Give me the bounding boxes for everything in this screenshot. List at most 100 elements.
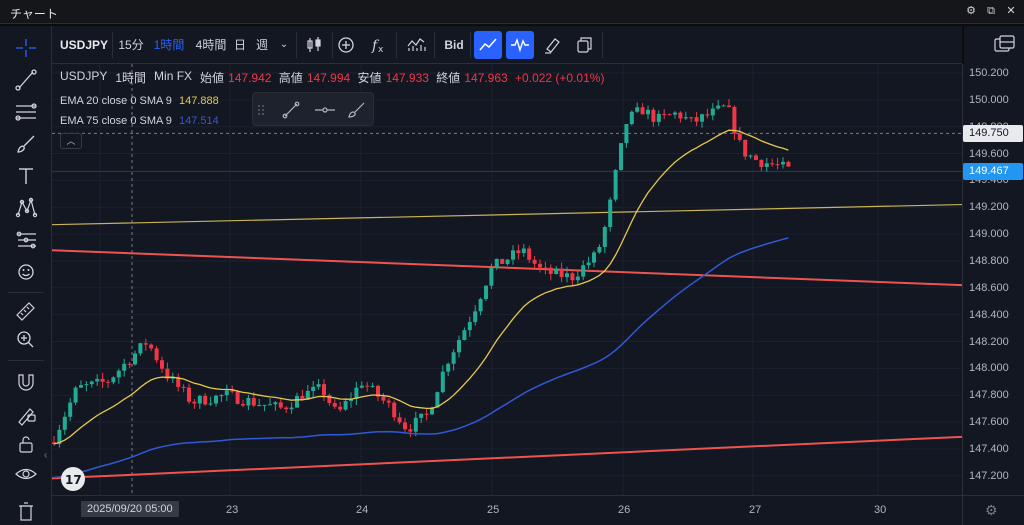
candle-body — [122, 363, 127, 371]
interval-15m[interactable]: 15分 — [118, 38, 144, 52]
price-axis[interactable]: 150.200150.000149.800149.600149.400149.2… — [962, 64, 1024, 495]
tradingview-logo[interactable]: 17 — [58, 466, 88, 492]
candle-body — [538, 263, 542, 268]
candle-body — [176, 376, 181, 387]
candle-body — [343, 401, 348, 410]
unlock-icon[interactable] — [10, 430, 42, 458]
ema20-legend[interactable]: EMA 20 close 0 SMA 9 147.888 — [60, 95, 608, 107]
add-indicator-icon[interactable] — [332, 31, 360, 59]
layout-icon[interactable] — [990, 31, 1018, 59]
emoji-icon[interactable] — [10, 258, 42, 286]
trendline-red-lower — [52, 435, 962, 480]
collapse-toolbar-icon[interactable]: ‹ — [44, 450, 48, 461]
candle-body — [516, 250, 521, 254]
candle-body — [208, 403, 213, 405]
candle-body — [721, 105, 726, 107]
candle-body — [295, 395, 299, 408]
time-axis[interactable]: 2025/09/20 05:00 23 24 25 26 27 30 — [52, 495, 962, 525]
gear-icon[interactable]: ⚙ — [985, 502, 998, 518]
price-plot[interactable] — [52, 64, 962, 495]
candle-body — [484, 285, 488, 300]
candle-body — [257, 405, 262, 407]
candle-body — [327, 395, 332, 403]
price-label: 148.600 — [969, 281, 1009, 294]
pattern-icon[interactable] — [10, 194, 42, 222]
chevron-down-icon[interactable]: ⌄ — [279, 39, 289, 50]
candle-body — [624, 124, 629, 144]
trendline-icon[interactable] — [10, 66, 42, 94]
candle-body — [494, 258, 499, 268]
text-icon[interactable] — [10, 162, 42, 190]
candles-icon[interactable] — [300, 31, 328, 59]
eye-icon[interactable] — [10, 460, 42, 488]
candle-body — [84, 384, 89, 386]
trend-line-tool-icon[interactable] — [277, 96, 305, 124]
settings-icon[interactable]: ⚙ — [966, 5, 976, 17]
candle-body — [640, 107, 645, 115]
candle-body — [440, 371, 445, 393]
magnet-icon[interactable] — [10, 368, 42, 396]
horizontal-ray-icon[interactable] — [311, 96, 339, 124]
candle-body — [354, 387, 359, 399]
time-label-25: 25 — [487, 504, 500, 516]
time-cursor-label: 2025/09/20 05:00 — [81, 501, 179, 517]
drag-handle-icon[interactable] — [255, 96, 267, 124]
candle-body — [219, 395, 224, 397]
drawing-toolbar — [0, 26, 52, 525]
candle-body — [602, 226, 607, 247]
candle-body — [656, 113, 661, 122]
candle-body — [592, 252, 596, 263]
price-label: 147.600 — [969, 416, 1009, 429]
interval-day[interactable]: 日 — [233, 38, 246, 52]
candle-body — [673, 112, 677, 115]
popout-icon[interactable]: ⧉ — [987, 5, 995, 17]
close-icon[interactable]: ✕ — [1006, 5, 1016, 17]
axis-settings[interactable]: ⚙ — [962, 495, 1024, 525]
line-chart-icon[interactable] — [474, 31, 502, 59]
forecast-icon[interactable] — [10, 226, 42, 254]
copy-icon[interactable] — [570, 31, 598, 59]
chart-pane[interactable] — [52, 64, 962, 495]
fib-icon[interactable] — [10, 98, 42, 126]
high-value: 147.994 — [306, 71, 351, 85]
interval-1h[interactable]: 1時間 — [153, 38, 185, 52]
candle-body — [554, 268, 559, 275]
ruler-icon[interactable] — [10, 296, 42, 324]
candle-body — [316, 384, 321, 387]
brush-tool-icon[interactable] — [343, 96, 371, 124]
candle-body — [511, 250, 515, 260]
candle-body — [370, 385, 375, 387]
candle-body — [154, 348, 159, 361]
wave-icon[interactable] — [506, 31, 534, 59]
candle-body — [300, 395, 305, 400]
zoom-in-icon[interactable] — [10, 326, 42, 354]
close-label: 終値 — [436, 71, 461, 85]
candle-body — [278, 402, 283, 408]
indicators-icon[interactable] — [402, 31, 430, 59]
price-label: 149.200 — [969, 201, 1009, 214]
crosshair-icon[interactable] — [10, 34, 42, 62]
candle-body — [424, 413, 429, 415]
lock-drawing-icon[interactable] — [10, 400, 42, 428]
candle-body — [52, 442, 56, 444]
ema20-value: 147.888 — [178, 95, 219, 107]
candle-body — [138, 343, 143, 354]
interval-4h[interactable]: 4時間 — [195, 38, 227, 52]
high-label: 高値 — [278, 71, 303, 85]
open-value: 147.942 — [228, 71, 272, 85]
candle-body — [646, 109, 650, 115]
ema75-legend[interactable]: EMA 75 close 0 SMA 9 147.514 — [60, 115, 608, 127]
brush-clear-icon[interactable] — [538, 31, 566, 59]
candle-body — [413, 417, 418, 432]
interval-week[interactable]: 週 — [255, 38, 268, 52]
trash-icon[interactable] — [10, 498, 42, 525]
candle-body — [359, 385, 364, 388]
symbol-button[interactable]: USDJPY — [60, 38, 109, 52]
candle-body — [705, 114, 710, 116]
bid-button[interactable]: Bid — [444, 38, 464, 52]
candle-body — [305, 390, 310, 400]
candle-body — [230, 390, 235, 392]
brush-icon[interactable] — [10, 130, 42, 158]
legend-collapse-icon[interactable]: ︿ — [60, 133, 82, 149]
